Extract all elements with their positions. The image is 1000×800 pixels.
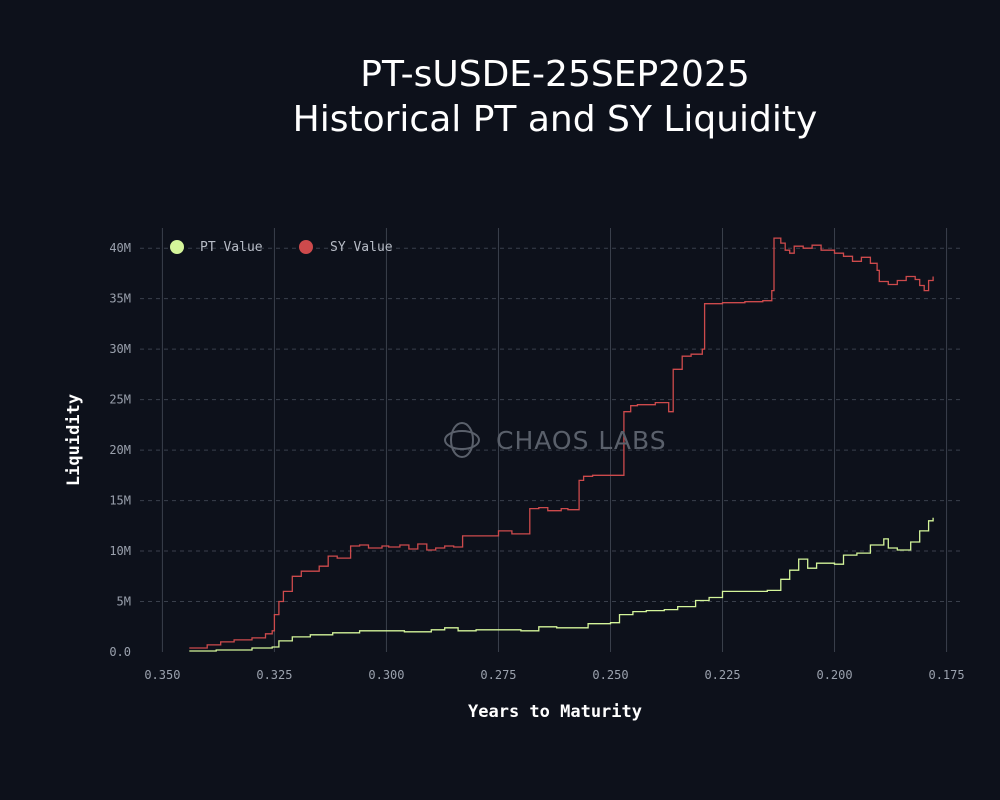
x-tick-label: 0.275	[480, 668, 516, 682]
legend-label: PT Value	[200, 240, 263, 255]
x-tick-label: 0.300	[368, 668, 404, 682]
pt-value-line	[189, 517, 934, 652]
watermark-text: CHAOS LABS	[496, 426, 667, 455]
legend: PT Value SY Value	[170, 240, 393, 255]
legend-label: SY Value	[330, 240, 393, 255]
y-tick-label: 15M	[109, 494, 131, 508]
axes: 0.350 0.325 0.300 0.275 0.250 0.225 0.200 0.175…	[64, 241, 965, 722]
series-lines	[189, 237, 934, 652]
x-tick-label: 0.350	[144, 668, 180, 682]
y-tick-label: 0.0	[109, 645, 131, 659]
y-tick-label: 20M	[109, 443, 131, 457]
sy-value-line	[189, 237, 934, 649]
x-tick-label: 0.200	[816, 668, 852, 682]
chart-title-line-2: Historical PT and SY Liquidity	[293, 99, 818, 140]
y-tick-label: 30M	[109, 342, 131, 356]
chaos-labs-watermark: CHAOS LABS	[444, 422, 667, 458]
legend-marker	[299, 240, 313, 254]
y-tick-label: 25M	[109, 393, 131, 407]
x-tick-label: 0.250	[592, 668, 628, 682]
x-tick-label: 0.225	[704, 668, 740, 682]
y-tick-label: 40M	[109, 241, 131, 255]
x-tick-label: 0.325	[256, 668, 292, 682]
y-tick-label: 10M	[109, 544, 131, 558]
y-tick-label: 35M	[109, 292, 131, 306]
x-tick-label: 0.175	[928, 668, 964, 682]
chaos-labs-logo-icon	[450, 422, 474, 458]
grid	[140, 228, 960, 652]
legend-marker	[170, 240, 184, 254]
y-axis-label: Liquidity	[64, 394, 84, 486]
y-tick-label: 5M	[117, 595, 131, 609]
x-axis-label: Years to Maturity	[468, 702, 642, 722]
chart-title-line-1: PT-sUSDE-25SEP2025	[360, 54, 750, 95]
chaos-labs-logo-ring	[444, 430, 480, 450]
